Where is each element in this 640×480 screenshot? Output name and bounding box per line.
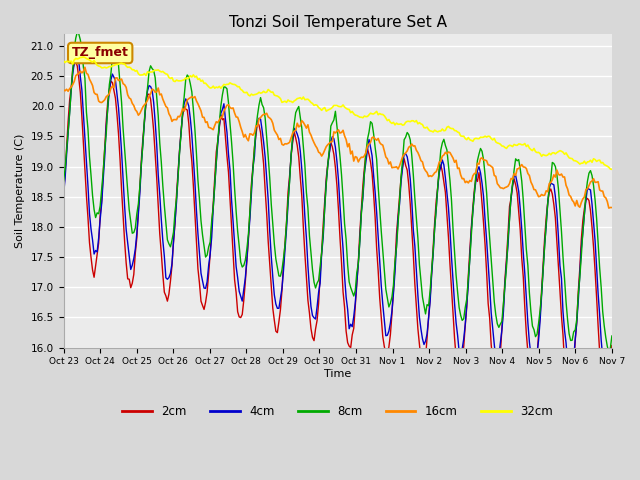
X-axis label: Time: Time xyxy=(324,369,351,379)
Legend: 2cm, 4cm, 8cm, 16cm, 32cm: 2cm, 4cm, 8cm, 16cm, 32cm xyxy=(118,401,558,423)
Text: TZ_fmet: TZ_fmet xyxy=(72,47,129,60)
Title: Tonzi Soil Temperature Set A: Tonzi Soil Temperature Set A xyxy=(228,15,447,30)
Y-axis label: Soil Temperature (C): Soil Temperature (C) xyxy=(15,133,25,248)
